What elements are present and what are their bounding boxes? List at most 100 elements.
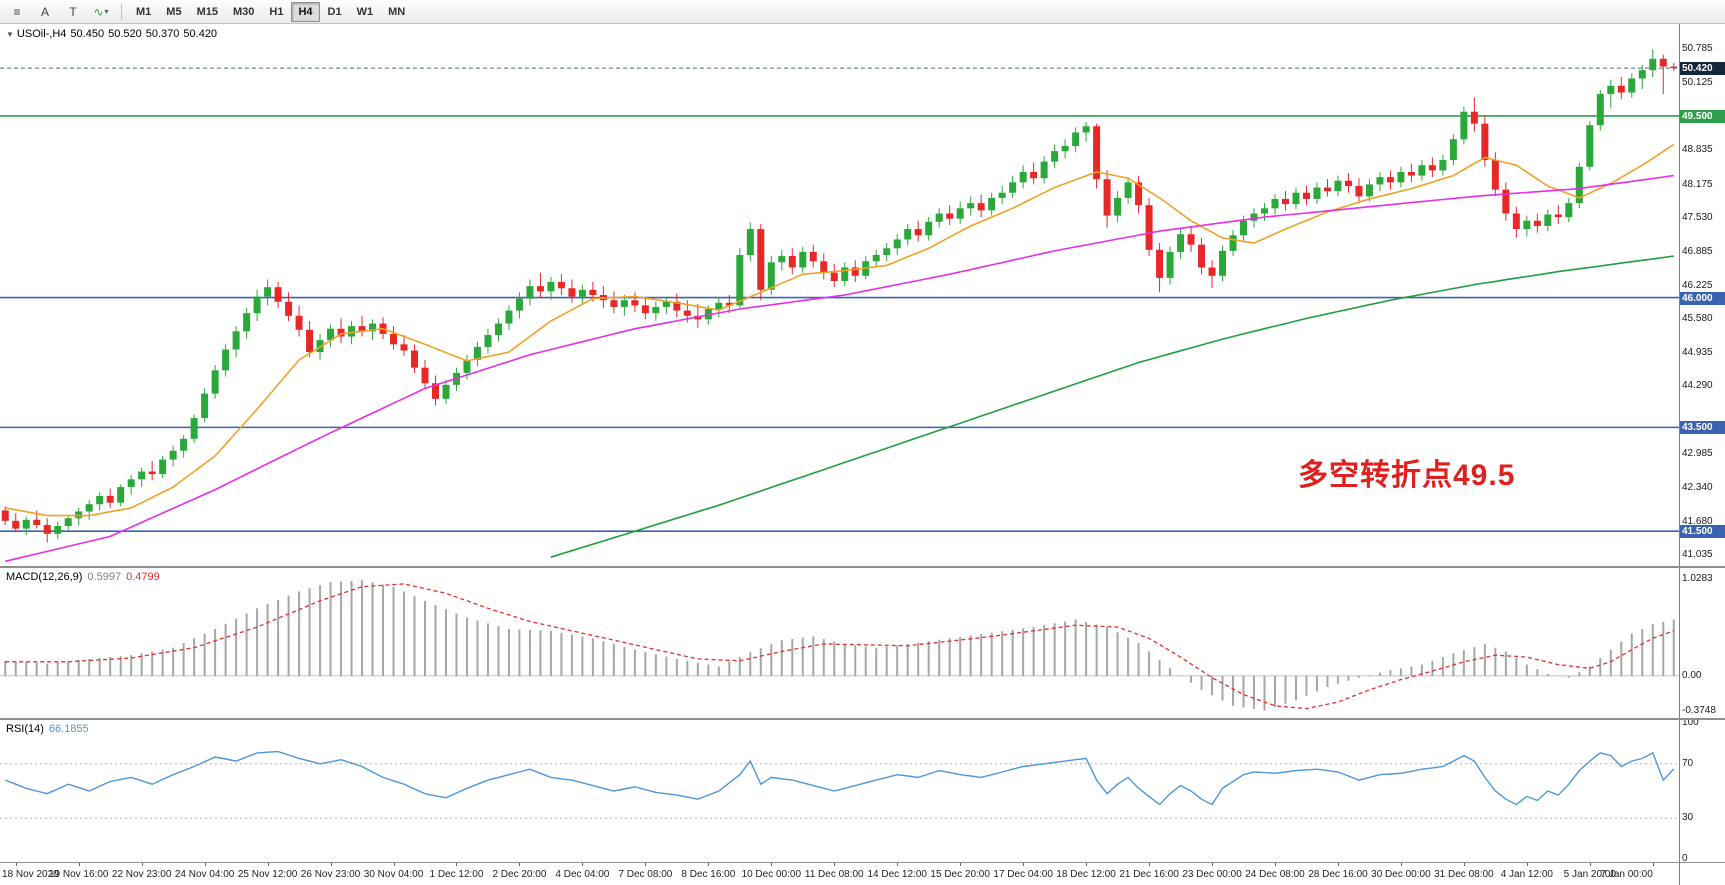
candle (1607, 79, 1615, 109)
price-tick: 46.225 (1682, 279, 1713, 291)
candle (12, 513, 20, 533)
symbol-period: USOil-,H4 (16, 28, 67, 40)
candle (1460, 106, 1468, 145)
candle (1208, 260, 1216, 289)
candle (306, 320, 314, 358)
candle (1030, 162, 1038, 185)
candle (505, 305, 513, 330)
indicators-icon[interactable]: ∿ ▾ (88, 1, 114, 22)
chart-annotation[interactable]: 多空转折点49.5 (1298, 459, 1516, 492)
pane-separator (0, 862, 1725, 863)
level-price-label: 46.000 (1680, 291, 1725, 305)
candle (43, 518, 51, 543)
candle (1334, 175, 1342, 197)
candle (1575, 162, 1583, 209)
pane-separator[interactable] (0, 718, 1725, 720)
menu-icon[interactable]: ≡ (13, 4, 21, 19)
timeframe-button-h1[interactable]: H1 (269, 5, 284, 18)
candle (988, 192, 996, 216)
timeframe-button-mn[interactable]: MN (388, 5, 406, 18)
text-icon[interactable]: T (69, 4, 77, 19)
main-chart-pane[interactable] (0, 24, 1679, 566)
candle (232, 326, 240, 358)
time-tick (771, 863, 773, 866)
candle (106, 488, 114, 508)
candle (431, 375, 439, 406)
candle (1449, 134, 1457, 166)
candle (925, 217, 933, 241)
candle (746, 222, 754, 262)
font-icon[interactable]: A (40, 4, 49, 19)
time-tick (1526, 863, 1528, 866)
candle (1040, 156, 1048, 184)
candle (599, 286, 607, 308)
time-axis-label: 30 Dec 00:00 (1371, 869, 1431, 880)
time-tick (78, 863, 80, 866)
timeframe-button-d1[interactable]: D1 (327, 5, 342, 18)
candle (1565, 197, 1573, 223)
price-scale[interactable]: 50.785 50.125 48.835 48.175 47.530 46.885 46.2… (1679, 24, 1725, 885)
candle (1198, 237, 1206, 275)
timeframe-button-m1[interactable]: M1 (136, 5, 152, 18)
candle (1177, 229, 1185, 259)
candle (1072, 127, 1080, 153)
candle (1365, 179, 1373, 202)
candle (1386, 170, 1394, 190)
candle (1628, 73, 1636, 98)
time-tick (834, 863, 836, 866)
candle (515, 292, 523, 319)
timeframe-button-m30[interactable]: M30 (232, 5, 255, 18)
candle (1124, 177, 1132, 205)
candle (904, 223, 912, 246)
timeframe-button-m5[interactable]: M5 (166, 5, 182, 18)
price-tick: 42.985 (1682, 448, 1713, 460)
candle (956, 201, 964, 224)
time-tick (1274, 863, 1276, 866)
macd-scale-tick: 0.00 (1682, 669, 1702, 681)
timeframe-button-h4[interactable]: H4 (291, 1, 320, 22)
timeframe-button-w1[interactable]: W1 (356, 5, 374, 18)
candle (201, 388, 209, 423)
pane-separator[interactable] (0, 566, 1725, 568)
time-tick (645, 863, 647, 866)
candle (1009, 175, 1017, 198)
candle (914, 220, 922, 242)
candle (872, 249, 880, 268)
candle (1544, 209, 1552, 232)
time-axis[interactable]: 18 Nov 2020 19 Nov 16:00 22 Nov 23:00 24 No… (0, 863, 1679, 885)
candle (641, 297, 649, 320)
candle (1586, 121, 1594, 171)
candle (1323, 179, 1331, 197)
time-tick (1086, 863, 1088, 866)
time-tick (204, 863, 206, 866)
current-price-label: 50.420 (1680, 62, 1725, 76)
time-axis-label: 7 Dec 08:00 (618, 869, 673, 880)
rsi-pane[interactable] (0, 720, 1679, 862)
time-tick (456, 863, 458, 866)
candle (799, 246, 807, 273)
candle (85, 500, 93, 520)
time-axis-label: 19 Nov 16:00 (48, 869, 109, 880)
time-axis-label: 11 Dec 08:00 (804, 869, 864, 880)
candle (851, 260, 859, 283)
candle (337, 318, 345, 344)
candle (883, 243, 891, 262)
candle (421, 359, 429, 389)
candle (494, 318, 502, 342)
rsi-line (4, 750, 1675, 806)
rsi-name: RSI(14) (6, 723, 44, 735)
price-tick: 48.835 (1682, 144, 1713, 156)
macd-value-main: 0.5997 (87, 571, 122, 583)
candle (778, 249, 786, 271)
candle (1061, 139, 1069, 159)
time-tick (141, 863, 143, 866)
toolbar-separator (121, 3, 122, 20)
price-tick: 44.935 (1682, 346, 1713, 358)
candle (390, 326, 398, 350)
macd-scale-tick: -0.3748 (1682, 704, 1716, 716)
candle (1166, 246, 1174, 285)
candle (935, 208, 943, 228)
macd-pane[interactable] (0, 568, 1679, 718)
candle (190, 414, 198, 443)
timeframe-button-m15[interactable]: M15 (196, 5, 218, 18)
